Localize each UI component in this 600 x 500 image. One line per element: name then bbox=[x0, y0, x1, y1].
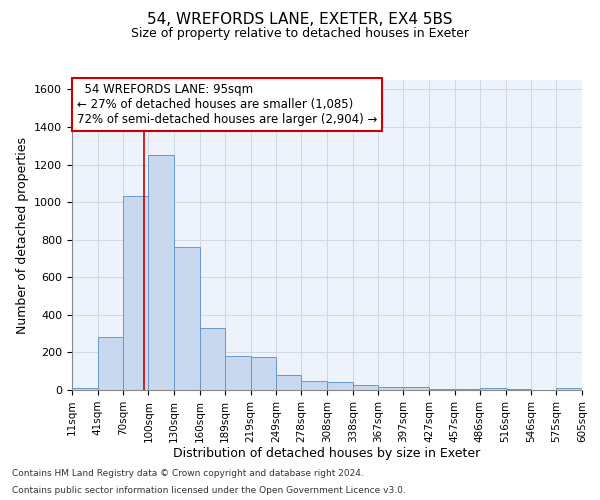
Bar bbox=[174, 247, 200, 390]
Bar bbox=[480, 388, 506, 390]
Text: Contains HM Land Registry data © Crown copyright and database right 2024.: Contains HM Land Registry data © Crown c… bbox=[12, 468, 364, 477]
Bar bbox=[429, 389, 455, 390]
Text: Contains public sector information licensed under the Open Government Licence v3: Contains public sector information licen… bbox=[12, 486, 406, 495]
Bar bbox=[301, 380, 327, 390]
Bar bbox=[98, 338, 122, 390]
Bar bbox=[225, 356, 251, 390]
Bar bbox=[122, 196, 148, 390]
Bar bbox=[200, 328, 225, 390]
Bar bbox=[377, 386, 403, 390]
Bar bbox=[148, 155, 174, 390]
Text: 54 WREFORDS LANE: 95sqm
← 27% of detached houses are smaller (1,085)
72% of semi: 54 WREFORDS LANE: 95sqm ← 27% of detache… bbox=[77, 83, 377, 126]
Bar bbox=[403, 387, 429, 390]
Text: 54, WREFORDS LANE, EXETER, EX4 5BS: 54, WREFORDS LANE, EXETER, EX4 5BS bbox=[147, 12, 453, 28]
Bar bbox=[506, 389, 532, 390]
Bar bbox=[72, 388, 98, 390]
Text: Size of property relative to detached houses in Exeter: Size of property relative to detached ho… bbox=[131, 28, 469, 40]
X-axis label: Distribution of detached houses by size in Exeter: Distribution of detached houses by size … bbox=[173, 448, 481, 460]
Bar bbox=[556, 388, 582, 390]
Bar bbox=[455, 389, 480, 390]
Bar bbox=[353, 386, 377, 390]
Bar bbox=[251, 357, 277, 390]
Bar bbox=[327, 382, 353, 390]
Y-axis label: Number of detached properties: Number of detached properties bbox=[16, 136, 29, 334]
Bar bbox=[277, 375, 301, 390]
